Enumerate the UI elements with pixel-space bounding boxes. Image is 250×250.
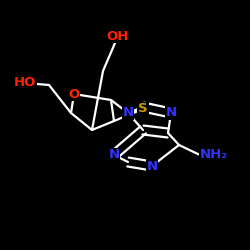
Text: O: O — [68, 88, 80, 101]
Text: OH: OH — [107, 30, 129, 43]
Text: N: N — [146, 160, 158, 172]
Text: N: N — [122, 106, 134, 120]
Text: S: S — [138, 102, 148, 116]
Text: N: N — [166, 106, 176, 120]
Text: NH₂: NH₂ — [200, 148, 228, 162]
Text: HO: HO — [14, 76, 36, 90]
Text: N: N — [108, 148, 120, 162]
